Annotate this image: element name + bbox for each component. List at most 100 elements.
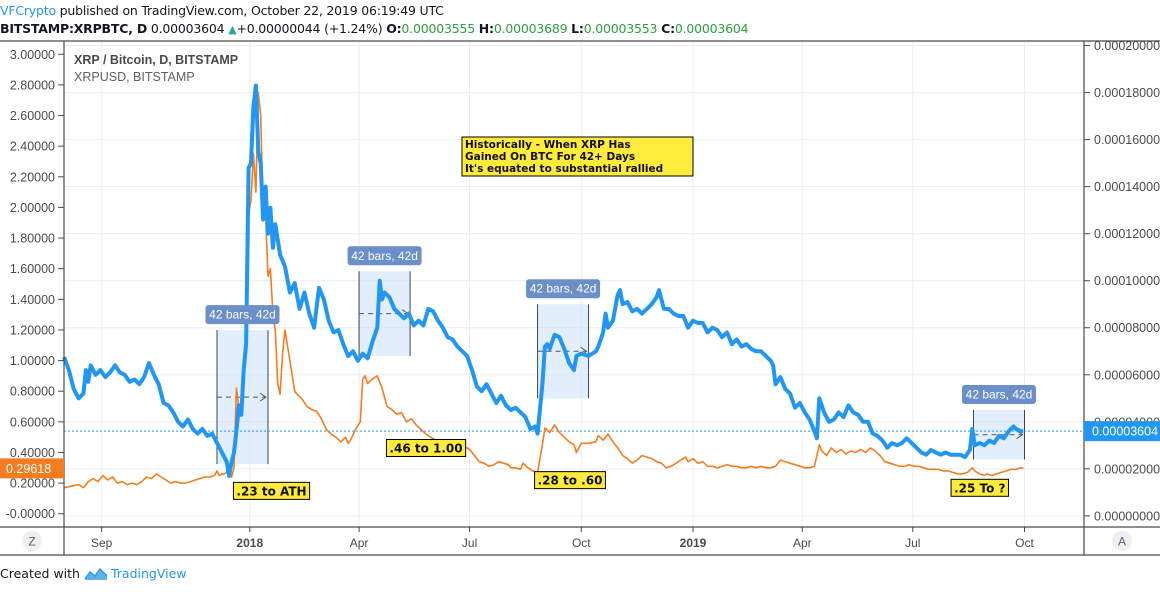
note-label-text: .23 to ATH (236, 484, 306, 498)
time-tick-label: Jul (462, 536, 477, 550)
time-tick-label: Apr (350, 536, 369, 550)
left-tick-label: 2.40000 (10, 140, 55, 154)
right-tick-label: 0.00014000 (1094, 180, 1160, 194)
price-change: +0.00000044 (+1.24%) (236, 21, 383, 36)
range-label-text: 42 bars, 42d (351, 249, 418, 263)
left-last-value-label: 0.29618 (6, 462, 51, 476)
time-tick-label: Sep (91, 536, 113, 550)
time-tick-label: Jul (905, 536, 920, 550)
range-label-bg (347, 246, 422, 266)
left-tick-label: 0.80000 (10, 385, 55, 399)
close-value: 0.00003604 (674, 21, 749, 36)
published-text: published on TradingView.com, October 22… (59, 3, 444, 18)
created-with-text: Created with (0, 566, 80, 581)
left-price-axis[interactable]: 3.00000 2.80000 2.60000 2.40000 2.20000 2.000… (0, 48, 64, 521)
last-price: 0.00003604 (150, 21, 225, 36)
note-line-1: Historically - When XRP Has (465, 139, 631, 151)
left-last-value-tag (0, 458, 64, 479)
left-tick-label: 3.00000 (10, 48, 55, 62)
range-labels: 42 bars, 42d 42 bars, 42d 42 bars, 42d 42 b… (205, 246, 1036, 405)
open-label: O: (386, 21, 402, 36)
left-tick-label: 2.00000 (10, 201, 55, 215)
time-tick-label: Apr (793, 536, 812, 550)
right-tick-label: 0.00000000 (1094, 509, 1160, 523)
arrow-right-icon (259, 392, 267, 402)
right-tick-label: 0.00008000 (1094, 321, 1160, 335)
time-tick-label: Oct (1015, 536, 1034, 550)
note-label-bg (385, 438, 467, 457)
legend-compare-series: XRPUSD, BITSTAMP (74, 70, 195, 84)
time-axis[interactable]: Sep 2018 Apr Jul Oct 2019 Apr Jul Oct (91, 527, 1035, 550)
right-tick-label: 0.00002000 (1094, 462, 1160, 476)
low-label: L: (571, 21, 584, 36)
note-label-text: .25 To ? (954, 481, 1005, 495)
range-label-text: 42 bars, 42d (209, 308, 276, 322)
auto-button-bg[interactable] (1112, 531, 1132, 551)
note-line-2: Gained On BTC For 42+ Days (465, 151, 635, 163)
note-label-text: .46 to 1.00 (389, 441, 462, 455)
xrpusd-series-line (63, 91, 1024, 489)
tradingview-link[interactable]: TradingView (84, 566, 187, 581)
left-tick-label: 1.20000 (10, 323, 55, 337)
time-tick-label: 2019 (680, 536, 707, 550)
left-scale-button[interactable]: Z (22, 531, 42, 551)
left-tick-label: 2.60000 (10, 109, 55, 123)
range-label-text: 42 bars, 42d (966, 388, 1033, 402)
scale-button-bg[interactable] (22, 531, 42, 551)
tradingview-brand-text[interactable]: TradingView (110, 566, 187, 581)
left-tick-label: 2.80000 (10, 78, 55, 92)
range-label-bg (205, 305, 280, 325)
symbol-name: BITSTAMP:XRPBTC, D (0, 21, 148, 36)
note-label-bg (534, 471, 606, 490)
left-tick-label: 1.40000 (10, 293, 55, 307)
low-value: 0.00003553 (583, 21, 658, 36)
right-price-axis[interactable]: 0.00020000 0.00018000 0.00016000 0.00014000… (1084, 39, 1160, 523)
note-line-3: It's equated to substantial rallied (465, 163, 663, 175)
right-tick-label: 0.00016000 (1094, 133, 1160, 147)
high-label: H: (478, 21, 494, 36)
up-arrow-icon: ▲ (228, 23, 237, 36)
left-tick-label: 0.40000 (10, 446, 55, 460)
left-tick-label: 1.60000 (10, 262, 55, 276)
range-label-bg (526, 279, 601, 299)
tradingview-logo-icon (84, 567, 108, 580)
open-value: 0.00003555 (401, 21, 475, 36)
range-label-text: 42 bars, 42d (530, 282, 597, 296)
xrpbtc-series-line (62, 83, 1024, 478)
right-tick-label: 0.00006000 (1094, 368, 1160, 382)
note-labels: .23 to ATH .46 to 1.00 .28 to .60 .25 To ? (232, 438, 1009, 500)
note-box-bg (461, 136, 694, 177)
time-tick-label: Oct (572, 536, 591, 550)
right-tick-label: 0.00010000 (1094, 274, 1160, 288)
date-range-box (359, 271, 411, 356)
right-last-value-tag (1084, 421, 1160, 442)
range-label-bg (962, 385, 1036, 405)
left-tick-label: -0.00000 (6, 507, 55, 521)
note-label-bg (950, 478, 1009, 497)
auto-scale-button[interactable]: A (1112, 531, 1132, 551)
high-value: 0.00003689 (493, 21, 568, 36)
a-scale-label[interactable]: A (1118, 535, 1126, 549)
close-label: C: (661, 21, 675, 36)
series-group (62, 83, 1024, 489)
left-tick-label: 0.20000 (10, 477, 55, 491)
right-tick-label: 0.00018000 (1094, 86, 1160, 100)
symbol-info: BITSTAMP:XRPBTC, D 0.00003604 ▲+0.000000… (0, 21, 749, 36)
z-scale-label[interactable]: Z (28, 535, 35, 549)
right-tick-label: 0.00020000 (1094, 39, 1160, 53)
right-tick-label: 0.00012000 (1094, 227, 1160, 241)
time-tick-label: 2018 (236, 536, 263, 550)
publish-info: VFCrypto published on TradingView.com, O… (0, 3, 444, 18)
note-label-bg (232, 481, 311, 500)
note-box: Historically - When XRP Has Gained On BT… (461, 136, 694, 177)
author-link[interactable]: VFCrypto (0, 3, 56, 18)
footer: Created with TradingView (0, 566, 187, 581)
left-tick-label: 2.20000 (10, 170, 55, 184)
left-tick-label: 1.80000 (10, 232, 55, 246)
left-tick-label: 1.00000 (10, 354, 55, 368)
left-tick-label: 0.60000 (10, 415, 55, 429)
right-last-value-label: 0.00003604 (1092, 425, 1158, 439)
note-label-text: .28 to .60 (538, 474, 603, 488)
legend-main-series: XRP / Bitcoin, D, BITSTAMP (74, 53, 238, 67)
